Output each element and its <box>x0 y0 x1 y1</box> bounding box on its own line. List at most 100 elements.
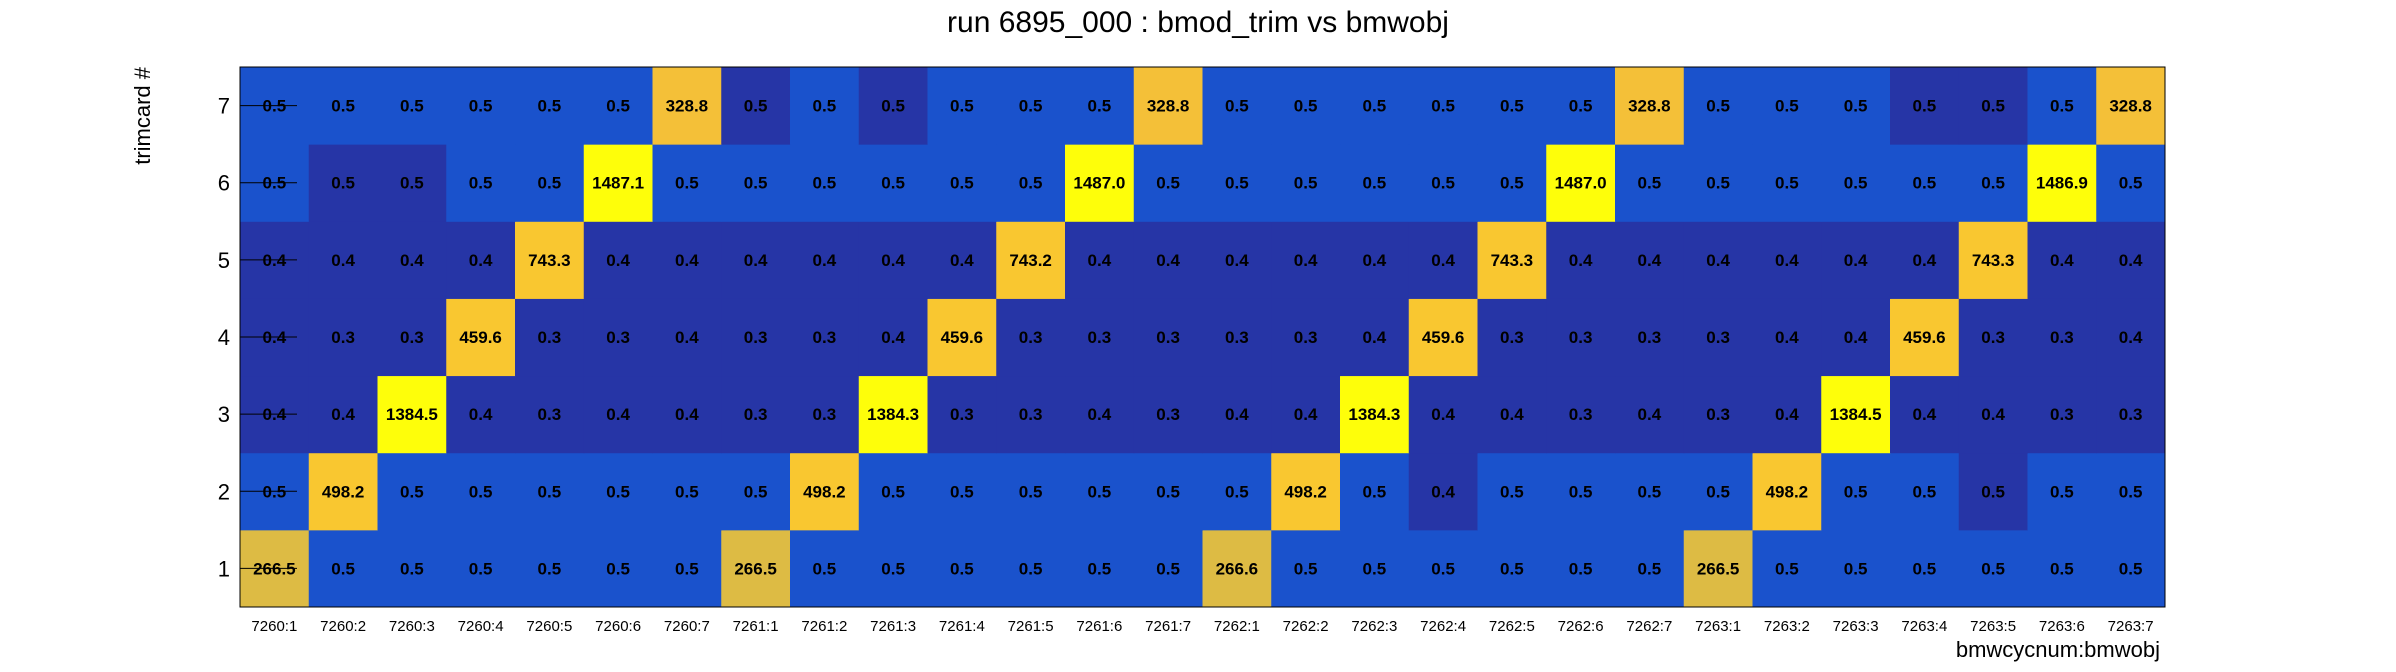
heatmap-cell <box>652 67 722 145</box>
cell-value-label: 0.4 <box>744 251 768 270</box>
cell-value-label: 0.5 <box>606 97 630 116</box>
cell-value-label: 0.5 <box>1088 482 1112 501</box>
heatmap-cell <box>1133 452 1203 531</box>
cell-value-label: 0.5 <box>538 559 562 578</box>
heatmap-cell <box>1683 298 1753 377</box>
cell-value-label: 0.5 <box>1913 97 1937 116</box>
heatmap-cell <box>1546 452 1616 531</box>
heatmap-cell <box>858 67 928 145</box>
heatmap-cell <box>1065 375 1135 454</box>
heatmap-cell <box>1546 221 1616 299</box>
cell-value-label: 0.5 <box>606 482 630 501</box>
heatmap-cell <box>1683 144 1753 222</box>
cell-value-label: 0.4 <box>1088 405 1112 424</box>
heatmap-cell <box>377 144 447 222</box>
heatmap-cell <box>1202 529 1272 608</box>
heatmap-cell <box>1202 67 1272 145</box>
cell-value-label: 0.4 <box>2119 328 2143 347</box>
cell-value-label: 0.4 <box>675 405 699 424</box>
heatmap-cell <box>1958 221 2028 299</box>
cell-value-label: 0.4 <box>1638 251 1662 270</box>
heatmap-cell <box>1271 529 1341 608</box>
heatmap-cell <box>1202 452 1272 531</box>
x-tick-label: 7263:4 <box>1901 618 1947 635</box>
heatmap-cell <box>1821 298 1891 377</box>
heatmap-cell <box>721 375 791 454</box>
cell-value-label: 0.5 <box>469 559 493 578</box>
cell-value-label: 0.3 <box>744 328 768 347</box>
heatmap-cell <box>446 67 516 145</box>
x-tick-label: 7261:6 <box>1076 618 1122 635</box>
cell-value-label: 0.4 <box>1638 405 1662 424</box>
cell-value-label: 0.5 <box>1500 174 1524 193</box>
cell-value-label: 0.4 <box>2119 251 2143 270</box>
heatmap-cell <box>1683 375 1753 454</box>
heatmap-cell <box>1821 67 1891 145</box>
cell-value-label: 0.5 <box>1019 174 1043 193</box>
cell-value-label: 743.3 <box>528 251 571 270</box>
heatmap-cell <box>446 144 516 222</box>
heatmap-cell <box>583 452 653 531</box>
cell-value-label: 0.5 <box>1156 174 1180 193</box>
x-tick-label: 7263:5 <box>1970 618 2016 635</box>
heatmap-cell <box>446 298 516 377</box>
heatmap-cell <box>2096 375 2166 454</box>
cell-value-label: 1384.3 <box>1348 405 1400 424</box>
cell-value-label: 266.6 <box>1216 559 1259 578</box>
heatmap-cell <box>790 144 860 222</box>
cell-value-label: 0.4 <box>1844 251 1868 270</box>
heatmap-cell <box>2096 221 2166 299</box>
heatmap-cell <box>1271 375 1341 454</box>
x-tick-label: 7261:1 <box>733 618 779 635</box>
cell-value-label: 0.4 <box>1913 405 1937 424</box>
heatmap-cell <box>790 452 860 531</box>
heatmap-cell <box>1133 375 1203 454</box>
x-axis: 7260:1 7260:2 7260:3 7260:4 7260:5 7260:6 7260… <box>251 618 2153 635</box>
cell-value-label: 0.5 <box>1706 482 1730 501</box>
heatmap-cell <box>1890 144 1960 222</box>
heatmap-cell <box>790 375 860 454</box>
heatmap-cell <box>652 452 722 531</box>
heatmap-cell <box>308 67 378 145</box>
heatmap-cell <box>1752 529 1822 608</box>
heatmap-cell <box>377 529 447 608</box>
heatmap-cell <box>1065 221 1135 299</box>
x-tick-label: 7260:6 <box>595 618 641 635</box>
cell-value-label: 0.5 <box>331 97 355 116</box>
heatmap-cell <box>1408 375 1478 454</box>
cell-value-label: 0.5 <box>2119 482 2143 501</box>
cell-value-label: 0.4 <box>1569 251 1593 270</box>
cell-value-label: 0.3 <box>1294 328 1318 347</box>
cell-value-label: 0.5 <box>1363 482 1387 501</box>
cell-value-label: 0.4 <box>400 251 424 270</box>
heatmap-cell <box>721 221 791 299</box>
cell-value-label: 0.5 <box>1844 174 1868 193</box>
cell-value-label: 0.5 <box>813 174 837 193</box>
cell-value-label: 1487.0 <box>1555 174 1607 193</box>
cell-value-label: 0.4 <box>1775 328 1799 347</box>
heatmap-cell <box>2096 298 2166 377</box>
heatmap-cell <box>1408 529 1478 608</box>
heatmap-cell <box>790 529 860 608</box>
heatmap-cell <box>721 529 791 608</box>
heatmap-cell <box>2027 298 2097 377</box>
cell-value-label: 0.3 <box>400 328 424 347</box>
cell-value-label: 0.4 <box>813 251 837 270</box>
x-tick-label: 7262:2 <box>1283 618 1329 635</box>
heatmap-cell <box>377 67 447 145</box>
heatmap-cell <box>515 67 585 145</box>
cell-value-label: 0.5 <box>1019 482 1043 501</box>
cell-value-label: 0.3 <box>2119 405 2143 424</box>
heatmap-cell <box>1821 375 1891 454</box>
heatmap-cell <box>1477 144 1547 222</box>
cell-value-label: 0.4 <box>1431 482 1455 501</box>
cell-value-label: 0.5 <box>881 97 905 116</box>
cell-value-label: 0.5 <box>744 482 768 501</box>
heatmap-cell <box>1615 221 1685 299</box>
heatmap-cell <box>721 298 791 377</box>
y-tick-label: 4 <box>218 325 230 350</box>
heatmap-cell <box>308 221 378 299</box>
cell-value-label: 0.3 <box>538 405 562 424</box>
heatmap-cell <box>1752 67 1822 145</box>
